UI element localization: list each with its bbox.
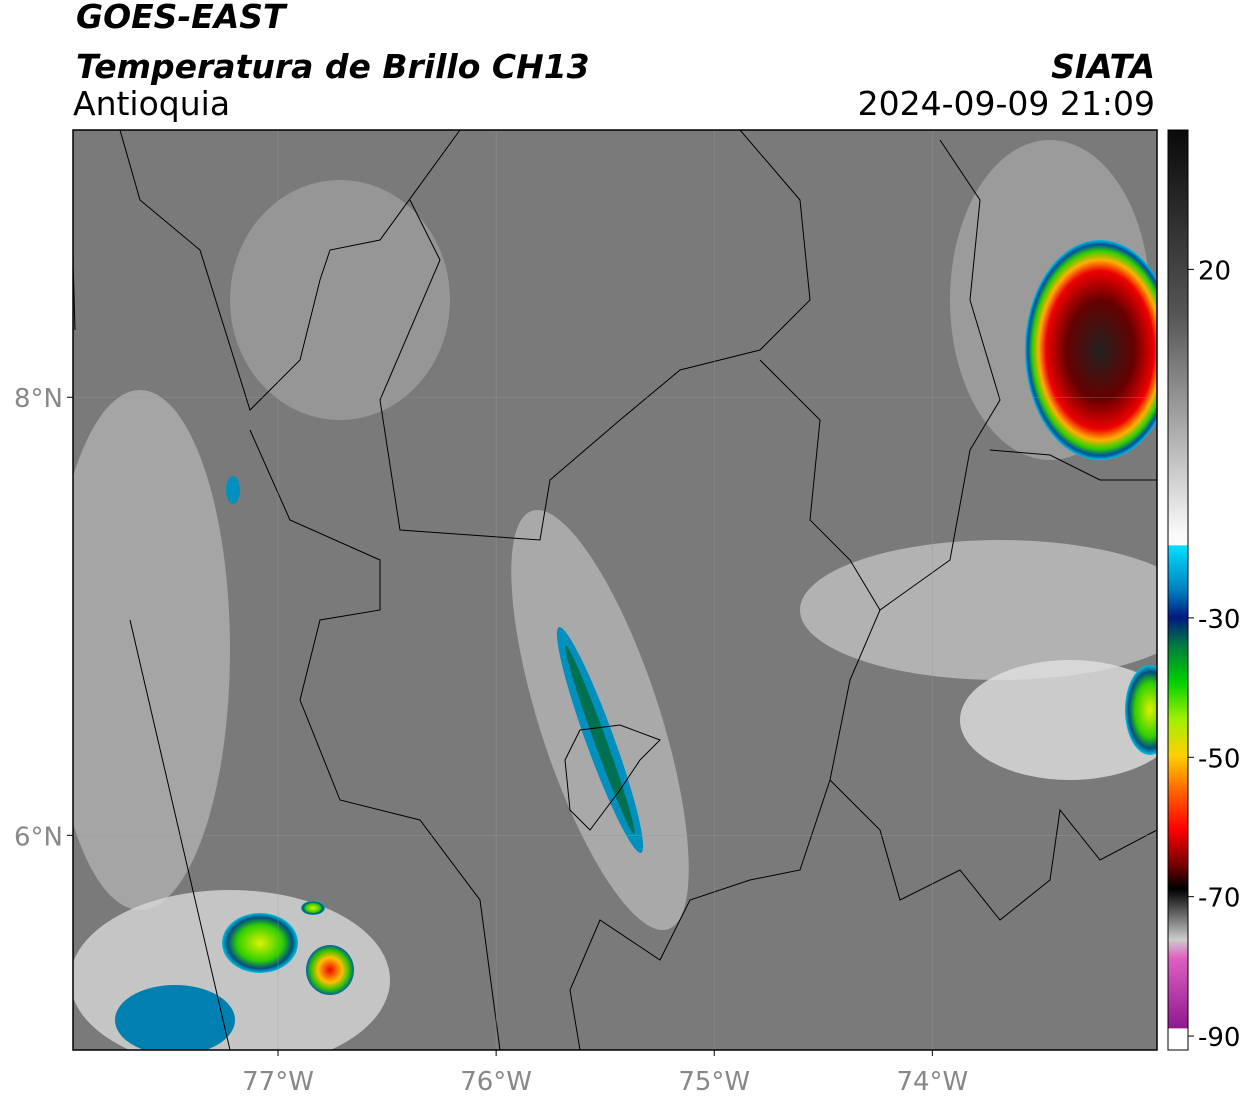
title: GOES-EAST bbox=[76, 0, 288, 36]
x-tick-label: 76°W bbox=[460, 1067, 532, 1097]
y-tick-label: 8°N bbox=[14, 384, 63, 414]
colorbar-tick-label: -70 bbox=[1198, 884, 1240, 914]
colorbar-tick-label: -90 bbox=[1198, 1023, 1240, 1053]
x-tick-label: 77°W bbox=[242, 1067, 314, 1097]
y-tick-label: 6°N bbox=[14, 822, 63, 852]
x-tick-label: 74°W bbox=[896, 1067, 968, 1097]
colorbar-tick-label: -30 bbox=[1198, 605, 1240, 635]
source: SIATA bbox=[1051, 47, 1155, 86]
colorbar-tick-label: -50 bbox=[1198, 744, 1240, 774]
colorbar-tick-label: 20 bbox=[1198, 256, 1231, 286]
satellite-image bbox=[73, 130, 1157, 1050]
map-frame bbox=[72, 129, 1158, 1051]
colorbar bbox=[1167, 129, 1189, 1051]
region: Antioquia bbox=[73, 84, 230, 123]
datetime: 2024-09-09 21:09 bbox=[858, 84, 1155, 123]
x-tick-label: 75°W bbox=[678, 1067, 750, 1097]
subtitle: Temperatura de Brillo CH13 bbox=[76, 47, 590, 86]
